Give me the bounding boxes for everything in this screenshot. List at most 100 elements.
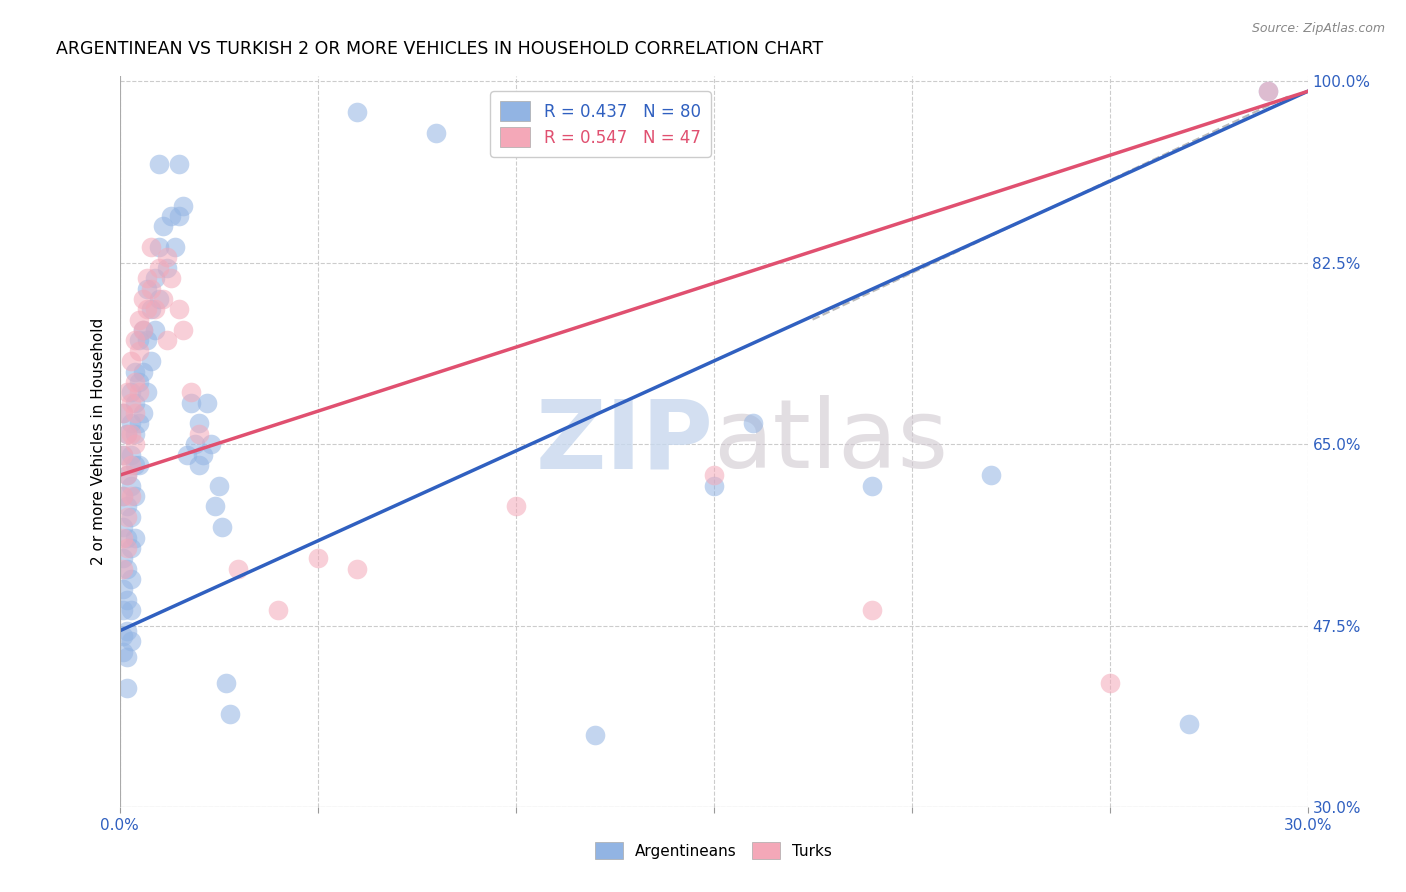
- Text: ZIP: ZIP: [536, 395, 713, 488]
- Point: [132, 406, 155, 420]
- Point: [128, 458, 150, 472]
- Text: ARGENTINEAN VS TURKISH 2 OR MORE VEHICLES IN HOUSEHOLD CORRELATION CHART: ARGENTINEAN VS TURKISH 2 OR MORE VEHICLE…: [56, 40, 824, 58]
- Point: [167, 209, 190, 223]
- Point: [860, 603, 883, 617]
- Point: [267, 603, 290, 617]
- Point: [124, 458, 146, 472]
- Point: [583, 728, 606, 742]
- Point: [1257, 84, 1279, 98]
- Point: [191, 448, 214, 462]
- Point: [132, 323, 155, 337]
- Point: [117, 468, 139, 483]
- Point: [180, 385, 202, 400]
- Y-axis label: 2 or more Vehicles in Household: 2 or more Vehicles in Household: [90, 318, 105, 566]
- Point: [128, 385, 150, 400]
- Point: [219, 706, 242, 721]
- Point: [117, 531, 139, 545]
- Point: [117, 561, 139, 575]
- Point: [112, 406, 135, 420]
- Point: [117, 649, 139, 664]
- Point: [148, 157, 170, 171]
- Point: [120, 478, 142, 492]
- Point: [124, 334, 146, 348]
- Point: [172, 198, 194, 212]
- Point: [143, 271, 166, 285]
- Point: [141, 240, 163, 254]
- Point: [346, 105, 368, 120]
- Point: [124, 531, 146, 545]
- Point: [117, 385, 139, 400]
- Point: [112, 645, 135, 659]
- Point: [117, 426, 139, 441]
- Point: [120, 426, 142, 441]
- Point: [156, 260, 179, 275]
- Point: [195, 395, 218, 409]
- Point: [120, 634, 142, 648]
- Point: [215, 675, 238, 690]
- Point: [160, 209, 183, 223]
- Point: [124, 426, 146, 441]
- Point: [128, 417, 150, 431]
- Point: [128, 343, 150, 358]
- Point: [211, 520, 233, 534]
- Point: [120, 489, 142, 503]
- Point: [176, 448, 198, 462]
- Point: [117, 541, 139, 555]
- Point: [136, 271, 159, 285]
- Point: [160, 271, 183, 285]
- Point: [207, 478, 229, 492]
- Point: [742, 417, 765, 431]
- Point: [148, 292, 170, 306]
- Point: [117, 500, 139, 514]
- Point: [112, 561, 135, 575]
- Point: [143, 323, 166, 337]
- Legend: Argentineans, Turks: Argentineans, Turks: [589, 836, 838, 865]
- Point: [180, 395, 202, 409]
- Point: [112, 406, 135, 420]
- Point: [112, 551, 135, 566]
- Point: [128, 375, 150, 389]
- Point: [152, 219, 174, 234]
- Point: [128, 334, 150, 348]
- Point: [1178, 717, 1201, 731]
- Point: [112, 489, 135, 503]
- Point: [156, 251, 179, 265]
- Point: [141, 281, 163, 295]
- Point: [167, 302, 190, 317]
- Point: [117, 624, 139, 638]
- Point: [120, 385, 142, 400]
- Point: [117, 509, 139, 524]
- Point: [124, 489, 146, 503]
- Point: [124, 375, 146, 389]
- Point: [112, 489, 135, 503]
- Point: [112, 448, 135, 462]
- Point: [141, 302, 163, 317]
- Point: [200, 437, 222, 451]
- Text: Source: ZipAtlas.com: Source: ZipAtlas.com: [1251, 22, 1385, 36]
- Point: [124, 364, 146, 378]
- Point: [128, 312, 150, 326]
- Point: [148, 240, 170, 254]
- Point: [167, 157, 190, 171]
- Point: [120, 541, 142, 555]
- Point: [148, 260, 170, 275]
- Point: [152, 292, 174, 306]
- Point: [136, 302, 159, 317]
- Point: [112, 520, 135, 534]
- Point: [141, 354, 163, 368]
- Point: [307, 551, 329, 566]
- Point: [124, 406, 146, 420]
- Point: [120, 603, 142, 617]
- Point: [1098, 675, 1121, 690]
- Point: [702, 478, 725, 492]
- Point: [112, 603, 135, 617]
- Point: [120, 417, 142, 431]
- Point: [184, 437, 207, 451]
- Point: [112, 629, 135, 643]
- Point: [505, 115, 527, 129]
- Point: [117, 426, 139, 441]
- Point: [204, 500, 226, 514]
- Point: [136, 334, 159, 348]
- Text: atlas: atlas: [713, 395, 949, 488]
- Point: [124, 395, 146, 409]
